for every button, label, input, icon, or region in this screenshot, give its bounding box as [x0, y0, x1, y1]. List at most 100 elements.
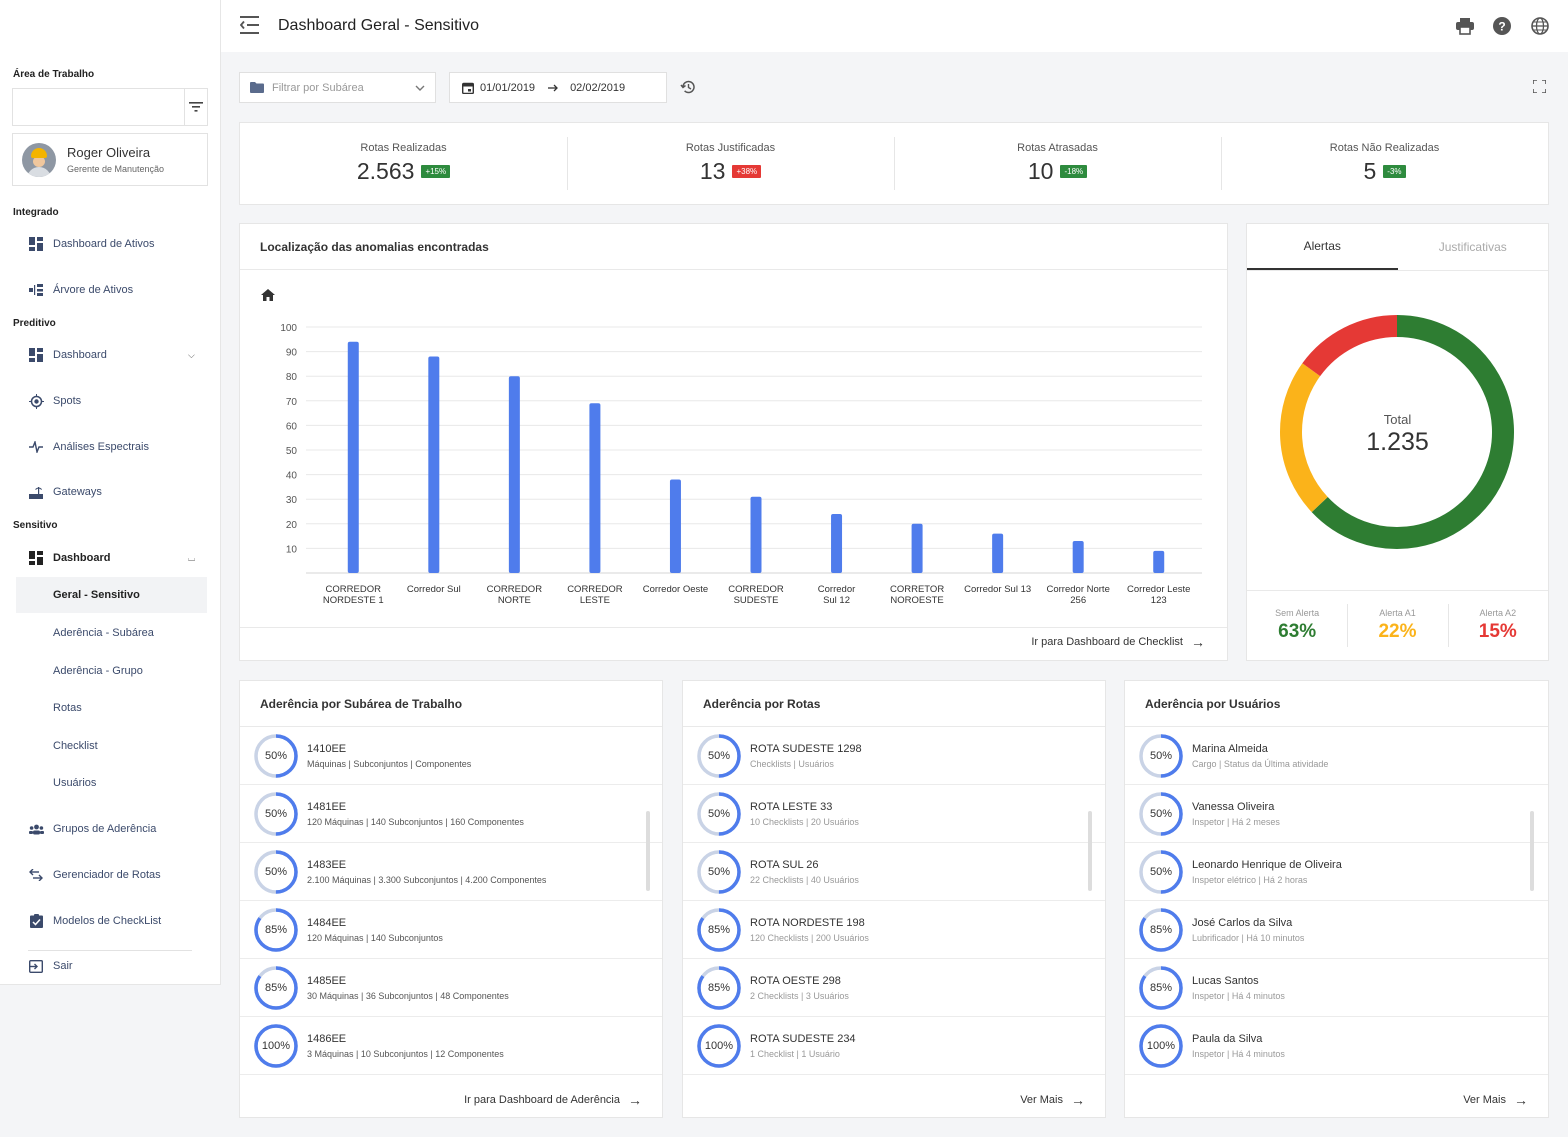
printer-icon[interactable] [1456, 17, 1474, 35]
subarea-filter-select[interactable]: Filtrar por Subárea [239, 72, 436, 103]
sidebar-subitem-aderencia-subarea[interactable]: Aderência - Subárea [53, 627, 154, 639]
scrollbar[interactable] [1088, 811, 1092, 891]
list-item[interactable]: 50% ROTA SUL 26 22 Checklists | 40 Usuário… [683, 843, 1105, 901]
sidebar-item-spots[interactable]: Spots [28, 391, 81, 411]
list-item[interactable]: 85% 1484EE 120 Máquinas | 140 Subconjuntos [240, 901, 662, 959]
sidebar-item-gateways[interactable]: Gateways [28, 482, 102, 502]
help-icon[interactable]: ? [1493, 17, 1511, 35]
user-card[interactable]: Roger Oliveira Gerente de Manutenção [12, 133, 208, 186]
y-tick-label: 50 [286, 446, 298, 457]
adherence-percent: 50% [707, 749, 731, 762]
users-adherence-panel: Aderência por Usuários 50% Marina Almeida… [1124, 680, 1549, 1118]
routes-see-more-link[interactable]: Ver Mais → [1020, 1092, 1085, 1108]
chevron-up-icon[interactable]: ⌴ [188, 553, 196, 563]
list-item[interactable]: 50% ROTA LESTE 33 10 Checklists | 20 Usuár… [683, 785, 1105, 843]
home-icon[interactable] [261, 288, 275, 306]
sidebar-item-grupos-aderencia[interactable]: Grupos de Aderência [28, 819, 156, 839]
date-range-picker[interactable]: 01/01/2019 02/02/2019 [449, 72, 667, 103]
list-item[interactable]: 100% ROTA SUDESTE 234 1 Checklist | 1 Usuá… [683, 1017, 1105, 1075]
bar[interactable] [428, 356, 440, 573]
subarea-adherence-panel: Aderência por Subárea de Trabalho 50% 141… [239, 680, 663, 1118]
list-item[interactable]: 50% 1481EE 120 Máquinas | 140 Subconjuntos… [240, 785, 662, 843]
bar[interactable] [1153, 550, 1165, 573]
checklist-dashboard-link[interactable]: Ir para Dashboard de Checklist → [1031, 634, 1205, 650]
globe-icon[interactable] [1531, 17, 1549, 35]
adherence-ring: 100% [253, 1023, 299, 1069]
bar[interactable] [669, 479, 681, 573]
workspace-input[interactable] [13, 89, 184, 125]
scrollbar[interactable] [1530, 811, 1534, 891]
sidebar-item-analises-espectrais[interactable]: Análises Espectrais [28, 437, 149, 457]
scrollbar[interactable] [646, 811, 650, 891]
bar[interactable] [347, 341, 359, 573]
list-item[interactable]: 50% ROTA SUDESTE 1298 Checklists | Usuário… [683, 727, 1105, 785]
adherence-ring-progress [1139, 907, 1183, 952]
sidebar-item-arvore-ativos[interactable]: Árvore de Ativos [28, 280, 133, 300]
bar[interactable] [1072, 541, 1084, 573]
bar[interactable] [911, 523, 923, 573]
date-from[interactable]: 01/01/2019 [480, 81, 536, 94]
list-item[interactable]: 50% 1483EE 2.100 Máquinas | 3.300 Subconju… [240, 843, 662, 901]
sidebar-subitem-checklist[interactable]: Checklist [53, 740, 98, 752]
x-tick-label: CORREDOR [728, 584, 784, 595]
sidebar-subitem-usuarios[interactable]: Usuários [53, 777, 97, 789]
list-item[interactable]: 100% Paula da Silva Inspetor | Há 4 minuto… [1125, 1017, 1548, 1075]
adherence-ring: 50% [1138, 733, 1184, 779]
sidebar-item-label: Gerenciador de Rotas [53, 869, 161, 881]
list-item[interactable]: 85% ROTA NORDESTE 198 120 Checklists | 200… [683, 901, 1105, 959]
bar[interactable] [992, 533, 1004, 573]
alerts-legend: Sem Alerta 63% Alerta A1 22% Alerta A2 1… [1247, 590, 1548, 660]
bar[interactable] [589, 403, 601, 573]
list-item[interactable]: 85% ROTA OESTE 298 2 Checklists | 3 Usuári… [683, 959, 1105, 1017]
routes-see-more-label: Ver Mais [1020, 1094, 1063, 1106]
sidebar-item-sair[interactable]: Sair [28, 956, 73, 976]
donut-slice[interactable] [1302, 315, 1398, 377]
workspace-filter-button[interactable] [184, 89, 207, 125]
sidebar-item-preditivo-dashboard[interactable]: Dashboard [28, 345, 107, 365]
fullscreen-icon[interactable] [1532, 79, 1547, 98]
legend-value: 15% [1478, 621, 1517, 642]
users-see-more-link[interactable]: Ver Mais → [1463, 1092, 1528, 1108]
list-item[interactable]: 85% Lucas Santos Inspetor | Há 4 minutos [1125, 959, 1548, 1017]
swap-icon [28, 867, 44, 883]
sidebar-item-dashboard-ativos[interactable]: Dashboard de Ativos [28, 234, 155, 254]
list-item[interactable]: 100% 1486EE 3 Máquinas | 10 Subconjuntos |… [240, 1017, 662, 1075]
sidebar-subitem-rotas[interactable]: Rotas [53, 702, 82, 714]
adherence-ring: 50% [696, 849, 742, 895]
list-item[interactable]: 50% Leonardo Henrique de Oliveira Inspetor… [1125, 843, 1548, 901]
sidebar-subitem-aderencia-grupo[interactable]: Aderência - Grupo [53, 665, 143, 677]
list-item[interactable]: 50% 1410EE Máquinas | Subconjuntos | Compo… [240, 727, 662, 785]
legend-alerta-a1: Alerta A1 22% [1347, 591, 1447, 660]
chevron-down-icon[interactable]: ⌵ [188, 350, 195, 360]
list-item[interactable]: 50% Vanessa Oliveira Inspetor | Há 2 meses [1125, 785, 1548, 843]
adherence-dashboard-link[interactable]: Ir para Dashboard de Aderência → [464, 1092, 642, 1108]
sidebar-item-gerenciador-rotas[interactable]: Gerenciador de Rotas [28, 865, 161, 885]
item-title: ROTA SUDESTE 1298 [750, 742, 862, 755]
kpi-rotas-justificadas: Rotas Justificadas 13 +38% [567, 123, 894, 204]
subarea-list: 50% 1410EE Máquinas | Subconjuntos | Compo… [240, 727, 662, 1075]
adherence-ring-progress [254, 1023, 298, 1068]
adherence-percent: 85% [707, 923, 731, 936]
x-tick-label: Corredor [818, 584, 856, 595]
sidebar-item-sensitivo-dashboard[interactable]: Dashboard [28, 548, 110, 568]
adherence-ring: 50% [253, 849, 299, 895]
list-item[interactable]: 85% José Carlos da Silva Lubrificador | Há… [1125, 901, 1548, 959]
alerts-panel: Alertas Justificativas Total 1.235 Sem A… [1246, 223, 1549, 661]
tab-alertas[interactable]: Alertas [1247, 224, 1398, 270]
donut-slice[interactable] [1311, 315, 1514, 549]
tab-justificativas[interactable]: Justificativas [1438, 240, 1507, 254]
donut-slice[interactable] [1280, 363, 1328, 513]
bar[interactable] [750, 496, 762, 573]
sidebar-subitem-geral-sensitivo[interactable]: Geral - Sensitivo [53, 589, 140, 601]
bar[interactable] [831, 513, 843, 573]
sidebar-item-modelos-checklist[interactable]: Modelos de CheckList [28, 911, 161, 931]
x-tick-label: SUDESTE [734, 595, 779, 606]
menu-collapse-icon[interactable] [239, 16, 260, 39]
list-item[interactable]: 50% Marina Almeida Cargo | Status da Últim… [1125, 727, 1548, 785]
list-item[interactable]: 85% 1485EE 30 Máquinas | 36 Subconjuntos |… [240, 959, 662, 1017]
bar[interactable] [508, 376, 520, 573]
adherence-ring: 50% [253, 791, 299, 837]
history-icon[interactable] [680, 79, 696, 100]
date-to[interactable]: 02/02/2019 [570, 81, 626, 94]
